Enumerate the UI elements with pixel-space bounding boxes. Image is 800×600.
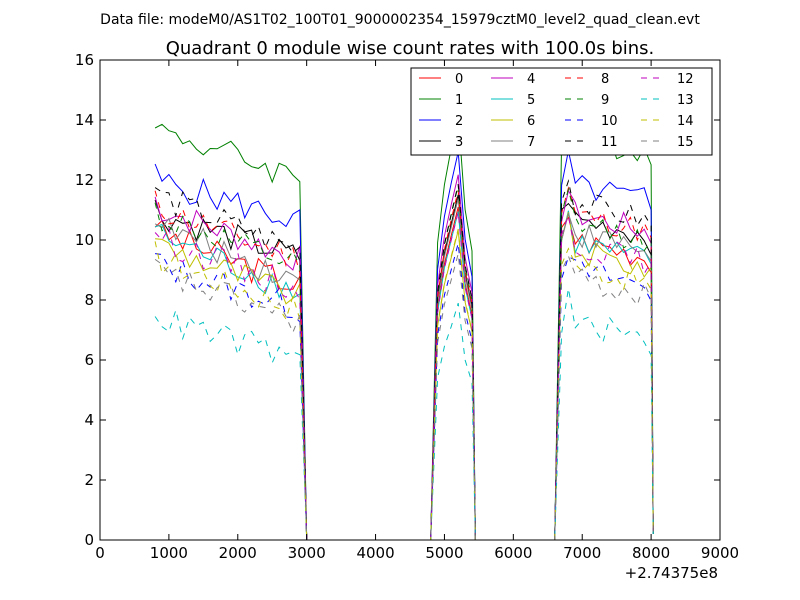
tick-layer: 0 1000 2000 3000 4000 5000 6000 7000 8000 9000 0 2 4… — [75, 51, 739, 562]
series-line-10 — [155, 243, 654, 541]
y-tick-label: 4 — [84, 411, 94, 429]
legend-label-14: 14 — [677, 114, 694, 129]
y-tick-label: 10 — [75, 231, 94, 249]
series-line-8 — [154, 186, 654, 541]
series-line-3 — [154, 194, 654, 541]
legend-label-6: 6 — [527, 114, 535, 129]
x-tick-label: 3000 — [288, 544, 326, 562]
legend-label-3: 3 — [455, 135, 463, 150]
y-tick-label: 0 — [84, 531, 94, 549]
legend-label-10: 10 — [601, 114, 618, 129]
x-tick-label: 5000 — [425, 544, 463, 562]
legend-label-13: 13 — [677, 93, 694, 108]
x-tick-label: 7000 — [563, 544, 601, 562]
y-tick-label: 8 — [84, 291, 94, 309]
y-tick-label: 6 — [84, 351, 94, 369]
series-line-5 — [154, 210, 654, 541]
x-tick-label: 9000 — [701, 544, 739, 562]
legend-label-15: 15 — [677, 135, 694, 150]
series-line-4 — [154, 174, 654, 541]
legend-label-12: 12 — [677, 72, 694, 87]
chart-title: Quadrant 0 module wise count rates with … — [166, 38, 655, 59]
x-tick-label: 1000 — [150, 544, 188, 562]
series-line-0 — [154, 206, 654, 541]
y-tick-label: 12 — [75, 171, 94, 189]
legend-label-2: 2 — [455, 114, 463, 129]
chart-suptitle: Data file: modeM0/AS1T02_100T01_90000023… — [100, 12, 700, 28]
series-line-15 — [154, 253, 654, 541]
legend-label-7: 7 — [527, 135, 535, 150]
x-tick-label: 4000 — [356, 544, 394, 562]
legend-label-5: 5 — [527, 93, 535, 108]
legend-label-8: 8 — [601, 72, 609, 87]
series-line-9 — [154, 185, 654, 541]
series-layer — [154, 107, 654, 541]
x-tick-label: 0 — [95, 544, 105, 562]
series-line-2 — [154, 150, 654, 541]
legend-label-9: 9 — [601, 93, 609, 108]
y-tick-label: 14 — [75, 111, 94, 129]
y-tick-label: 16 — [75, 51, 94, 69]
series-line-13 — [154, 288, 654, 541]
legend-label-4: 4 — [527, 72, 535, 87]
x-tick-label: 8000 — [632, 544, 670, 562]
x-tick-label: 2000 — [219, 544, 257, 562]
series-line-11 — [154, 179, 654, 541]
series-line-14 — [154, 228, 654, 541]
legend-label-11: 11 — [601, 135, 618, 150]
legend-label-0: 0 — [455, 72, 463, 87]
x-offset-label: +2.74375e8 — [625, 564, 718, 582]
x-tick-label: 6000 — [494, 544, 532, 562]
series-line-7 — [154, 198, 654, 541]
legend-label-1: 1 — [455, 93, 463, 108]
legend-frame — [410, 67, 713, 156]
y-tick-label: 2 — [84, 471, 94, 489]
